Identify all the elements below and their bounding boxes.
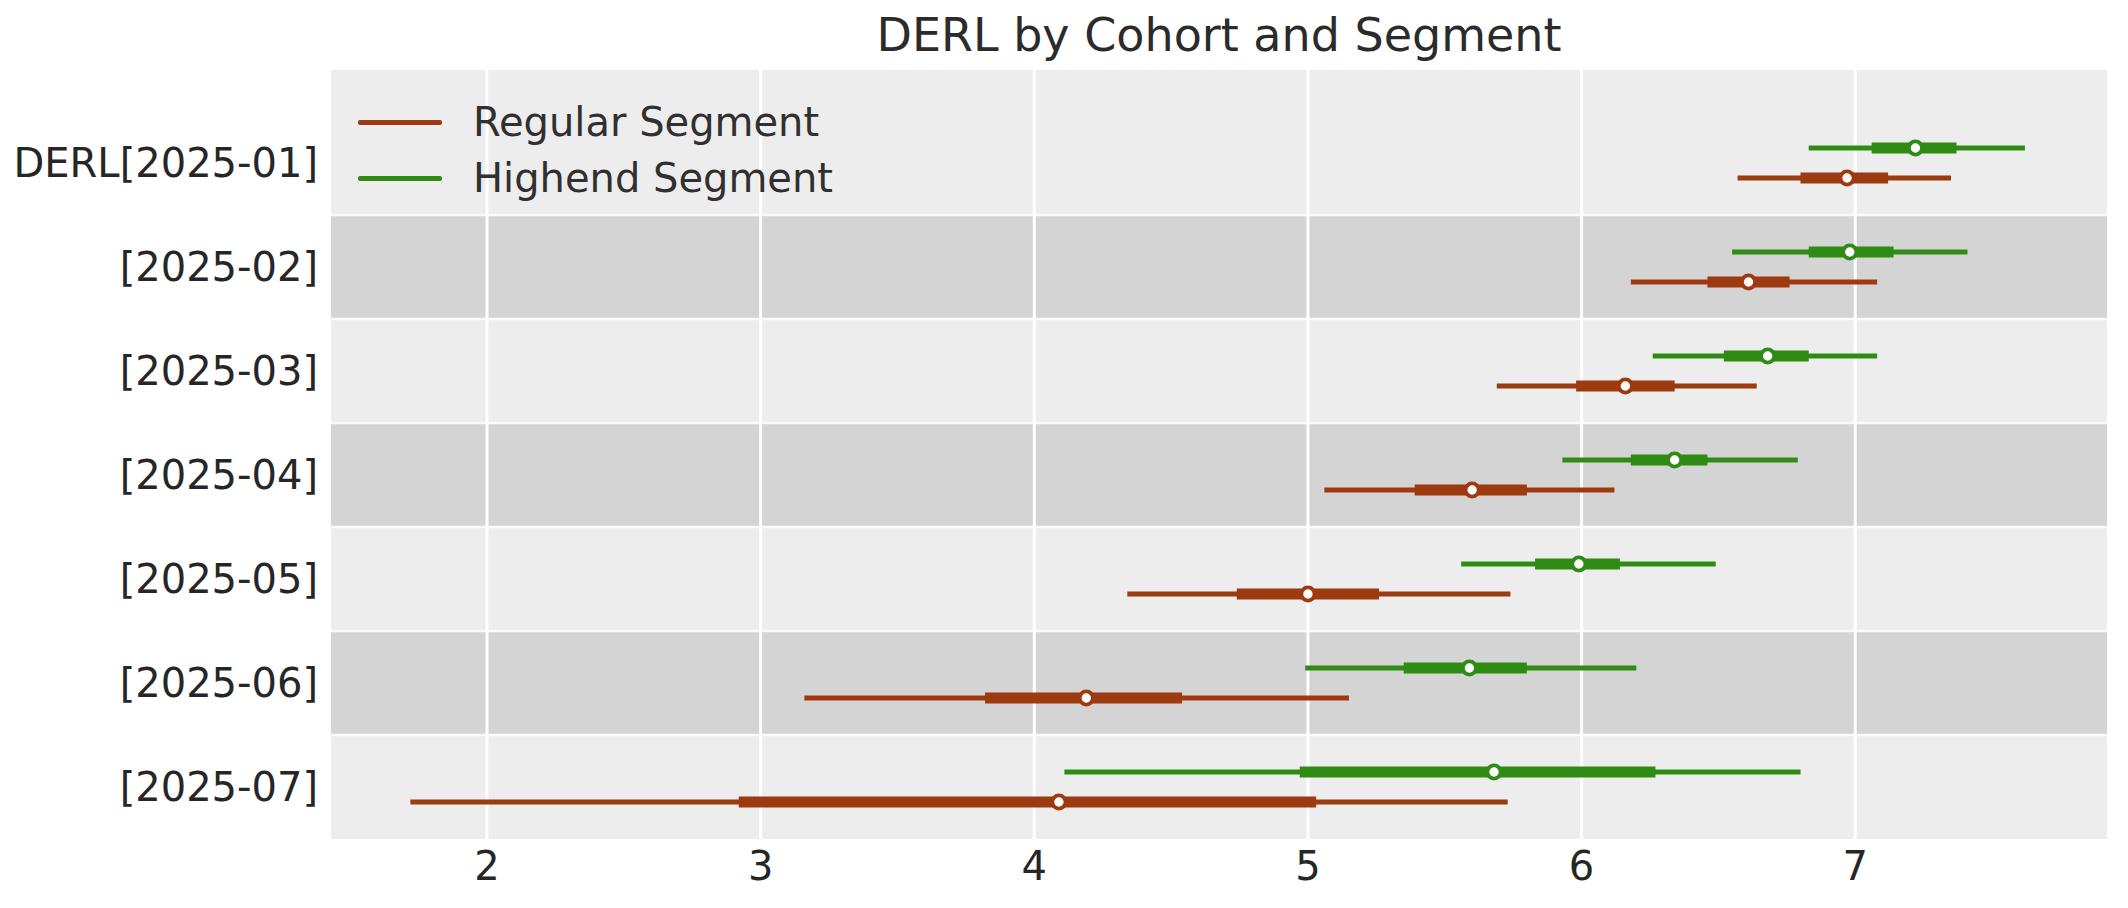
x-tick-label: 7 <box>1843 843 1868 889</box>
legend-entry-regular: Regular Segment <box>358 98 833 146</box>
y-tick-label: [2025-02] <box>120 244 318 290</box>
median-marker <box>1742 275 1755 288</box>
x-tick-label: 6 <box>1569 843 1594 889</box>
x-tick-label: 4 <box>1022 843 1047 889</box>
legend-line-swatch-highend <box>358 176 442 181</box>
median-marker <box>1843 245 1856 258</box>
forest-plot-canvas: DERL[2025-01] [2025-02] [2025-03] [2025-04]… <box>0 0 2128 908</box>
shaded-row-band <box>331 423 2107 527</box>
y-tick-label: [2025-05] <box>120 556 318 602</box>
median-marker <box>1080 691 1093 704</box>
x-tick-label: 5 <box>1295 843 1320 889</box>
x-tick-label: 2 <box>474 843 499 889</box>
median-marker <box>1668 453 1681 466</box>
median-marker <box>1052 795 1065 808</box>
chart-title: DERL by Cohort and Segment <box>331 6 2107 64</box>
y-tick-label: [2025-07] <box>120 764 318 810</box>
y-tick-label: [2025-04] <box>120 452 318 498</box>
y-tick-label: DERL[2025-01] <box>14 140 319 186</box>
y-tick-label: [2025-06] <box>120 660 318 706</box>
x-tick-label: 3 <box>748 843 773 889</box>
legend-label-highend: Highend Segment <box>473 155 833 201</box>
shaded-row-band <box>331 215 2107 319</box>
median-marker <box>1463 661 1476 674</box>
shaded-row-band <box>331 631 2107 735</box>
median-marker <box>1909 141 1922 154</box>
median-marker <box>1840 171 1853 184</box>
median-marker <box>1572 557 1585 570</box>
y-tick-label: [2025-03] <box>120 348 318 394</box>
legend-line-swatch-regular <box>358 120 442 125</box>
median-marker <box>1761 349 1774 362</box>
legend: Regular Segment Highend Segment <box>358 98 833 210</box>
median-marker <box>1487 765 1500 778</box>
median-marker <box>1301 587 1314 600</box>
median-marker <box>1466 483 1479 496</box>
median-marker <box>1619 379 1632 392</box>
forest-plot-figure: DERL[2025-01] [2025-02] [2025-03] [2025-04]… <box>0 0 2128 908</box>
legend-label-regular: Regular Segment <box>473 99 819 145</box>
legend-entry-highend: Highend Segment <box>358 154 833 202</box>
